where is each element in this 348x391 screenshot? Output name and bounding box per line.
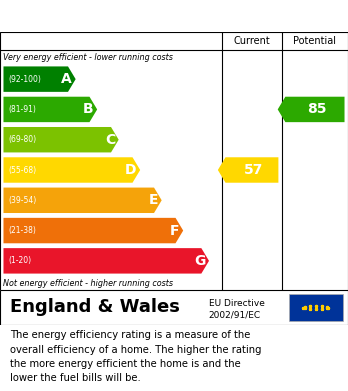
Text: (21-38): (21-38) <box>9 226 37 235</box>
Polygon shape <box>278 97 345 122</box>
Text: (69-80): (69-80) <box>9 135 37 144</box>
Text: (92-100): (92-100) <box>9 75 41 84</box>
Text: Current: Current <box>234 36 270 46</box>
Polygon shape <box>3 218 183 243</box>
Text: D: D <box>125 163 137 177</box>
Text: Energy Efficiency Rating: Energy Efficiency Rating <box>10 9 220 23</box>
Polygon shape <box>3 248 209 274</box>
Text: The energy efficiency rating is a measure of the
overall efficiency of a home. T: The energy efficiency rating is a measur… <box>10 330 262 384</box>
Text: England & Wales: England & Wales <box>10 298 180 316</box>
Text: (39-54): (39-54) <box>9 196 37 205</box>
Polygon shape <box>3 66 76 92</box>
Text: (81-91): (81-91) <box>9 105 37 114</box>
Text: 57: 57 <box>244 163 263 177</box>
Polygon shape <box>218 157 278 183</box>
Polygon shape <box>3 157 140 183</box>
Bar <box>289 294 343 321</box>
Polygon shape <box>3 127 119 152</box>
Text: (1-20): (1-20) <box>9 256 32 265</box>
Text: Potential: Potential <box>293 36 337 46</box>
Text: A: A <box>62 72 72 86</box>
Text: G: G <box>194 254 206 268</box>
Text: 85: 85 <box>307 102 326 117</box>
Text: E: E <box>149 193 158 207</box>
Text: Not energy efficient - higher running costs: Not energy efficient - higher running co… <box>3 278 174 287</box>
Text: F: F <box>170 224 180 238</box>
Text: (55-68): (55-68) <box>9 165 37 174</box>
Text: EU Directive: EU Directive <box>209 299 265 308</box>
Polygon shape <box>3 97 97 122</box>
Text: B: B <box>83 102 94 117</box>
Text: 2002/91/EC: 2002/91/EC <box>209 311 261 320</box>
Text: Very energy efficient - lower running costs: Very energy efficient - lower running co… <box>3 52 173 61</box>
Text: C: C <box>105 133 115 147</box>
Polygon shape <box>3 188 162 213</box>
